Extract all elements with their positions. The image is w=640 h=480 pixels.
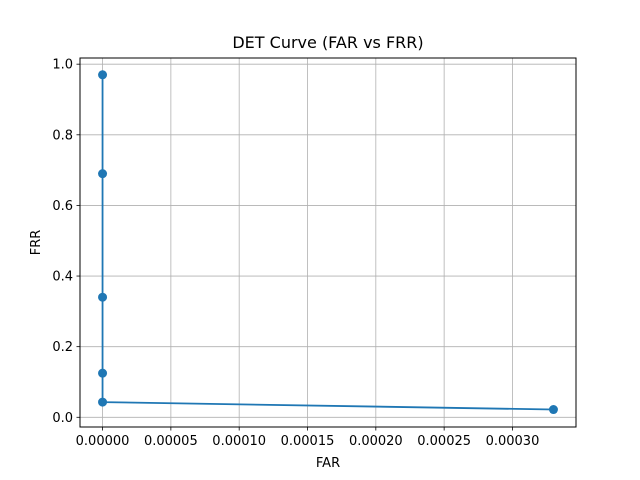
data-point [548,405,558,415]
x-tick-label: 0.00010 [212,434,266,449]
x-tick-label: 0.00005 [144,434,198,449]
chart-title: DET Curve (FAR vs FRR) [232,33,423,52]
plot-area-frame [79,57,577,428]
x-tick-label: 0.00015 [281,434,335,449]
y-tick-label: 0.4 [52,270,73,285]
series-layer [98,70,558,415]
y-tick-label: 0.2 [52,340,73,355]
x-tick-label: 0.00000 [76,434,130,449]
data-point [98,70,108,80]
x-tick-label: 0.00030 [486,434,540,449]
y-tick-label: 1.0 [52,58,73,73]
y-tick-label: 0.6 [52,199,73,214]
data-point [98,397,108,407]
data-point [98,169,108,179]
y-tick-label: 0.8 [52,128,73,143]
ticks-layer: 0.00000 0.00005 0.00010 0.00015 0.00020 0.000… [52,58,539,449]
x-axis-title: FAR [316,456,340,471]
series-line [101,74,554,411]
data-point [98,292,108,302]
x-tick-label: 0.00025 [417,434,471,449]
grid-layer [80,58,576,427]
data-point [98,368,108,378]
x-tick-label: 0.00020 [349,434,403,449]
y-tick-label: 0.0 [52,411,73,426]
y-axis-title: FRR [29,230,44,256]
